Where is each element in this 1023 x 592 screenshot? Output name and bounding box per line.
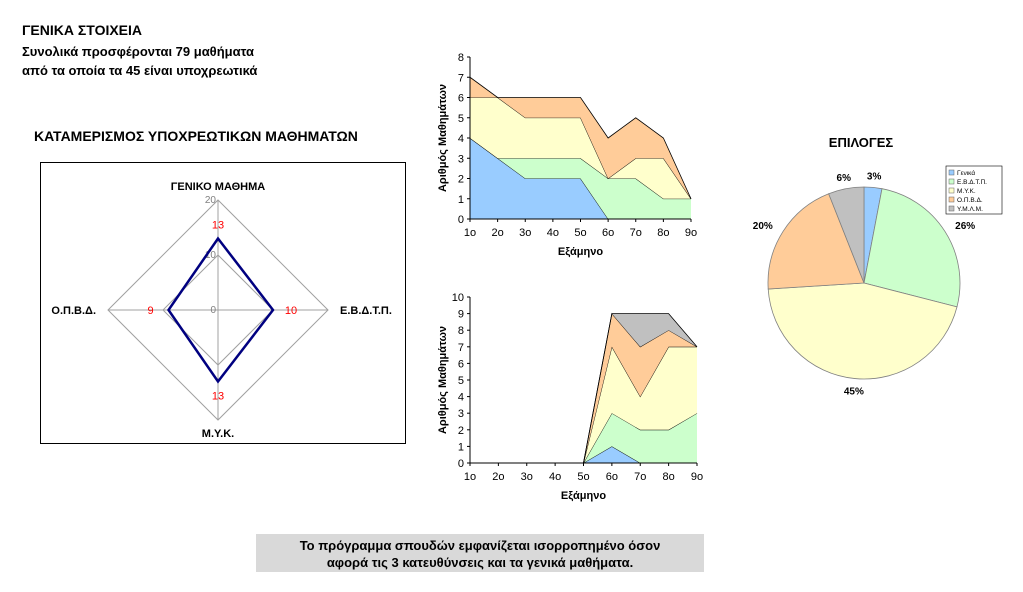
y-tick-label: 10	[452, 292, 464, 304]
pie-chart-electives: ΕΠΙΛΟΓΕΣ 3% 26% 45% 20% 6% Γενικά Ε.Β.Δ.Τ.Π. Μ.Υ…	[753, 135, 1003, 398]
x-tick-label: 8ο	[663, 471, 675, 483]
pie-value-label: 6%	[837, 173, 852, 184]
radar-category-label: Μ.Υ.Κ.	[202, 428, 234, 440]
pie-legend-label: Μ.Υ.Κ.	[957, 188, 976, 195]
x-tick-label: 7ο	[634, 471, 646, 483]
y-tick-label: 0	[458, 214, 464, 226]
pie-legend-swatch	[948, 187, 955, 194]
pie-legend-swatch	[948, 169, 955, 176]
area-series-5	[470, 313, 697, 463]
y-tick-label: 9	[458, 309, 464, 321]
conclusion-line-2: αφορά τις 3 κατευθύνσεις και τα γενικά μ…	[326, 555, 634, 570]
y-tick-label: 6	[458, 93, 464, 105]
y-tick-label: 4	[458, 392, 464, 404]
radar-data-label: 13	[212, 220, 224, 232]
radar-data-label: 10	[285, 305, 297, 317]
x-tick-label: 8ο	[657, 227, 669, 239]
y-tick-label: 7	[458, 342, 464, 354]
area-series-3	[470, 97, 691, 199]
y-tick-label: 3	[458, 408, 464, 420]
pie-slice	[767, 282, 958, 380]
conclusion-line-1: Το πρόγραμμα σπουδών εμφανίζεται ισορροπ…	[299, 538, 661, 553]
summary-line-2: από τα οποία τα 45 είναι υποχρεωτικά	[22, 63, 258, 78]
conclusion-note: Το πρόγραμμα σπουδών εμφανίζεται ισορροπ…	[256, 534, 704, 572]
radar-category-label: Ο.Π.Β.Δ.	[51, 305, 96, 317]
radar-chart-frame	[40, 162, 406, 444]
radar-series-line	[166, 236, 275, 384]
radar-tick-label: 0	[210, 305, 216, 316]
x-tick-label: 6ο	[602, 227, 614, 239]
pie-value-label: 20%	[753, 221, 773, 232]
y-tick-label: 2	[458, 425, 464, 437]
area-series-4	[470, 313, 697, 463]
y-tick-label: 2	[458, 174, 464, 186]
area-series-4-edge	[469, 76, 692, 199]
radar-data-label: 9	[147, 305, 153, 317]
pie-slice	[863, 188, 961, 308]
pie-value-label: 45%	[844, 387, 864, 398]
y-tick-label: 6	[458, 358, 464, 370]
x-tick-label: 1ο	[464, 227, 476, 239]
y-tick-label: 8	[458, 325, 464, 337]
pie-legend-label: Υ.Μ.Λ.Μ.	[957, 206, 983, 213]
x-axis-title: Εξάμηνο	[558, 246, 603, 258]
y-tick-label: 7	[458, 72, 464, 84]
pie-value-label: 3%	[867, 171, 882, 182]
y-tick-label: 1	[458, 194, 464, 206]
x-tick-label: 2ο	[492, 471, 504, 483]
y-tick-label: 4	[458, 133, 464, 145]
x-tick-label: 3ο	[519, 227, 531, 239]
pie-legend-swatch	[948, 205, 955, 212]
page-title: ΓΕΝΙΚΑ ΣΤΟΙΧΕΙΑ	[22, 22, 143, 38]
area-chart-electives: 0 1 2 3 4 5 6 7 8 9 10 1ο 2ο 3ο 4ο 5ο 6ο 7ο 8ο 9ο Εξάμηνο Αρι…	[437, 292, 703, 502]
x-tick-label: 4ο	[547, 227, 559, 239]
x-tick-label: 3ο	[521, 471, 533, 483]
x-axis-title: Εξάμηνο	[561, 490, 606, 502]
y-tick-label: 8	[458, 52, 464, 64]
pie-legend-label: Ο.Π.Β.Δ.	[957, 197, 983, 204]
x-tick-label: 4ο	[549, 471, 561, 483]
x-tick-label: 6ο	[606, 471, 618, 483]
y-tick-label: 0	[458, 458, 464, 470]
y-tick-label: 3	[458, 153, 464, 165]
pie-value-label: 26%	[955, 221, 975, 232]
y-axis-title: Αριθμός Μαθημάτων	[437, 326, 449, 434]
x-tick-label: 5ο	[574, 227, 586, 239]
x-tick-label: 9ο	[691, 471, 703, 483]
radar-data-label: 13	[212, 391, 224, 403]
x-tick-label: 2ο	[492, 227, 504, 239]
pie-title: ΕΠΙΛΟΓΕΣ	[829, 135, 894, 150]
pie-slice	[828, 186, 865, 284]
pie-legend-box	[945, 165, 1003, 215]
area-series-4	[470, 77, 691, 199]
x-tick-label: 9ο	[685, 227, 697, 239]
radar-category-label: ΓΕΝΙΚΟ ΜΑΘΗΜΑ	[171, 181, 265, 193]
area-chart-compulsory: 0 1 2 3 4 5 6 7 8 1ο 2ο 3ο 4ο 5ο 6ο 7ο 8ο 9ο Εξάμηνο Αριθμό…	[437, 52, 697, 258]
radar-chart-title: ΚΑΤΑΜΕΡΙΣΜΟΣ ΥΠΟΧΡΕΩΤΙΚΩΝ ΜΑΘΗΜΑΤΩΝ	[34, 128, 358, 144]
radar-chart: 0 10 20 13 10 13 9 ΓΕΝΙΚΟ ΜΑΘΗΜΑ Ε.Β.Δ.Τ.Π. Μ.Υ.Κ…	[51, 181, 392, 440]
pie-legend-swatch	[948, 178, 955, 185]
y-tick-label: 5	[458, 375, 464, 387]
radar-category-label: Ε.Β.Δ.Τ.Π.	[340, 305, 392, 317]
x-tick-label: 5ο	[577, 471, 589, 483]
y-tick-label: 5	[458, 113, 464, 125]
radar-tick-label: 10	[205, 250, 217, 261]
area-series-3	[470, 346, 697, 463]
pie-legend-label: Γενικά	[957, 169, 975, 177]
y-tick-label: 1	[458, 441, 464, 453]
y-axis-title: Αριθμός Μαθημάτων	[437, 84, 449, 192]
area-series-2	[470, 413, 697, 463]
x-tick-label: 7ο	[630, 227, 642, 239]
summary-line-1: Συνολικά προσφέρονται 79 μαθήματα	[22, 44, 255, 59]
pie-legend-label: Ε.Β.Δ.Τ.Π.	[957, 179, 987, 186]
pie-legend-swatch	[948, 196, 955, 203]
x-tick-label: 1ο	[464, 471, 476, 483]
pie-slice	[767, 193, 865, 290]
radar-tick-label: 20	[205, 195, 217, 206]
